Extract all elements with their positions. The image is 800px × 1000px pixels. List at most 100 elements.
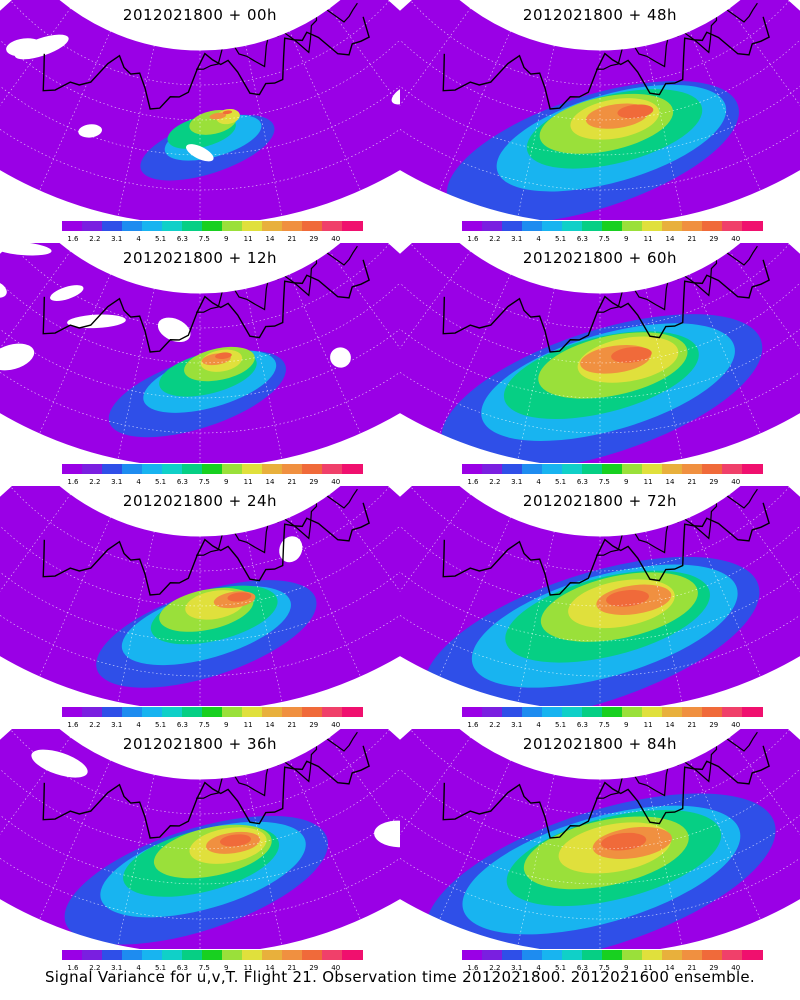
colorbar-segment [562,464,583,474]
colorbar-tick-label: 5.1 [154,478,167,486]
colorbar-tick-label: 1.6 [467,964,479,972]
colorbar-tick-label: 3.1 [511,964,523,972]
colorbar-segment [182,950,203,960]
colorbar-segment [682,950,703,960]
colorbar-tick-label: 7.5 [198,964,210,972]
colorbar-segment [522,221,543,231]
colorbar-tick-label: 3.1 [511,235,523,243]
colorbar-segment [262,707,283,717]
colorbar-segment [282,221,303,231]
colorbar-84h [462,950,763,962]
colorbar-segment [742,950,763,960]
colorbar-tick-label: 14 [665,235,675,243]
colorbar-segment [162,707,183,717]
colorbar-segment [542,464,563,474]
colorbar-12h [62,464,363,476]
colorbar-tick-label: 1.6 [467,721,479,729]
colorbar-tick-label: 7.5 [198,478,210,486]
colorbar-segment [582,707,603,717]
colorbar-segment [462,464,483,474]
colorbar-segment [102,221,123,231]
colorbar-tick-label: 2.2 [89,478,101,486]
colorbar-segment [282,464,303,474]
colorbar-tick-label: 29 [309,964,319,972]
colorbar-segment [262,950,283,960]
colorbar-tick-label: 11 [243,478,253,486]
variance-map-24h [0,486,400,706]
colorbar-segment [162,950,183,960]
forecast-panel-60h: 2012021800 + 60h 1.6 2.2 3.1 4 5.1 6.3 7.5 9 11 14… [400,243,800,486]
colorbar-segment [562,950,583,960]
colorbar-tick-label: 21 [287,964,297,972]
colorbar-tick-label: 5.1 [554,235,567,243]
colorbar-tick-label: 6.3 [176,964,189,972]
colorbar-tick-label: 29 [309,721,319,729]
colorbar-segment [702,221,723,231]
colorbar-tick-label: 5.1 [554,478,567,486]
colorbar-segment [302,950,323,960]
colorbar-tick-label: 5.1 [554,964,567,972]
colorbar-segment [322,464,343,474]
colorbar-tick-label: 40 [331,721,341,729]
colorbar-tick-label: 2.2 [89,235,101,243]
colorbar-tick-label: 9 [623,478,629,486]
colorbar-tick-label: 11 [243,721,253,729]
colorbar-segment [582,221,603,231]
colorbar-tick-label: 40 [731,235,741,243]
colorbar-tick-label: 6.3 [576,964,589,972]
colorbar-segment [642,950,663,960]
colorbar-tick-label: 3.1 [111,964,123,972]
colorbar-tick-label: 4 [136,964,141,972]
forecast-panel-48h: 2012021800 + 48h 1.6 2.2 3.1 4 5.1 6.3 7.5 9 11 14… [400,0,800,243]
forecast-panel-36h: 2012021800 + 36h 1.6 2.2 3.1 4 5.1 6.3 7.5 9 11 14… [0,729,400,972]
colorbar-segment [262,221,283,231]
colorbar-segment [502,950,523,960]
colorbar-segment [342,707,363,717]
colorbar-segment [102,707,123,717]
variance-map-60h [400,243,800,463]
colorbar-tick-label: 9 [623,721,629,729]
colorbar-labels-60h: 1.6 2.2 3.1 4 5.1 6.3 7.5 9 11 14 21 29 40 [462,478,762,488]
colorbar-segment [602,221,623,231]
colorbar-segment [122,221,143,231]
colorbar-segment [662,464,683,474]
colorbar-segment [642,221,663,231]
colorbar-segment [122,464,143,474]
colorbar-72h [462,707,763,719]
figure-caption: Signal Variance for u,v,T. Flight 21. Ob… [44,968,756,986]
colorbar-tick-label: 3.1 [111,721,123,729]
colorbar-segment [642,464,663,474]
colorbar-segment [262,464,283,474]
colorbar-tick-label: 11 [643,235,653,243]
colorbar-tick-label: 11 [243,964,253,972]
colorbar-segment [222,464,243,474]
colorbar-tick-label: 6.3 [576,478,589,486]
colorbar-tick-label: 21 [287,721,297,729]
colorbar-segment [202,221,223,231]
panel-title-12h: 2012021800 + 12h [122,249,278,267]
colorbar-segment [62,707,83,717]
colorbar-segment [342,464,363,474]
colorbar-labels-36h: 1.6 2.2 3.1 4 5.1 6.3 7.5 9 11 14 21 29 40 [62,964,362,974]
colorbar-tick-label: 9 [223,478,229,486]
colorbar-segment [502,707,523,717]
colorbar-segment [482,950,503,960]
colorbar-segment [642,707,663,717]
colorbar-segment [82,221,103,231]
panel-title-60h: 2012021800 + 60h [522,249,678,267]
colorbar-tick-label: 21 [287,235,297,243]
colorbar-segment [622,950,643,960]
colorbar-segment [622,221,643,231]
colorbar-segment [142,950,163,960]
colorbar-tick-label: 29 [309,235,319,243]
colorbar-tick-label: 2.2 [489,235,501,243]
colorbar-tick-label: 14 [665,721,675,729]
colorbar-segment [242,707,263,717]
variance-map-36h [0,729,400,949]
colorbar-segment [142,221,163,231]
colorbar-tick-label: 6.3 [176,478,189,486]
colorbar-segment [602,950,623,960]
variance-map-84h [400,729,800,949]
colorbar-tick-label: 14 [265,964,275,972]
colorbar-segment [82,464,103,474]
